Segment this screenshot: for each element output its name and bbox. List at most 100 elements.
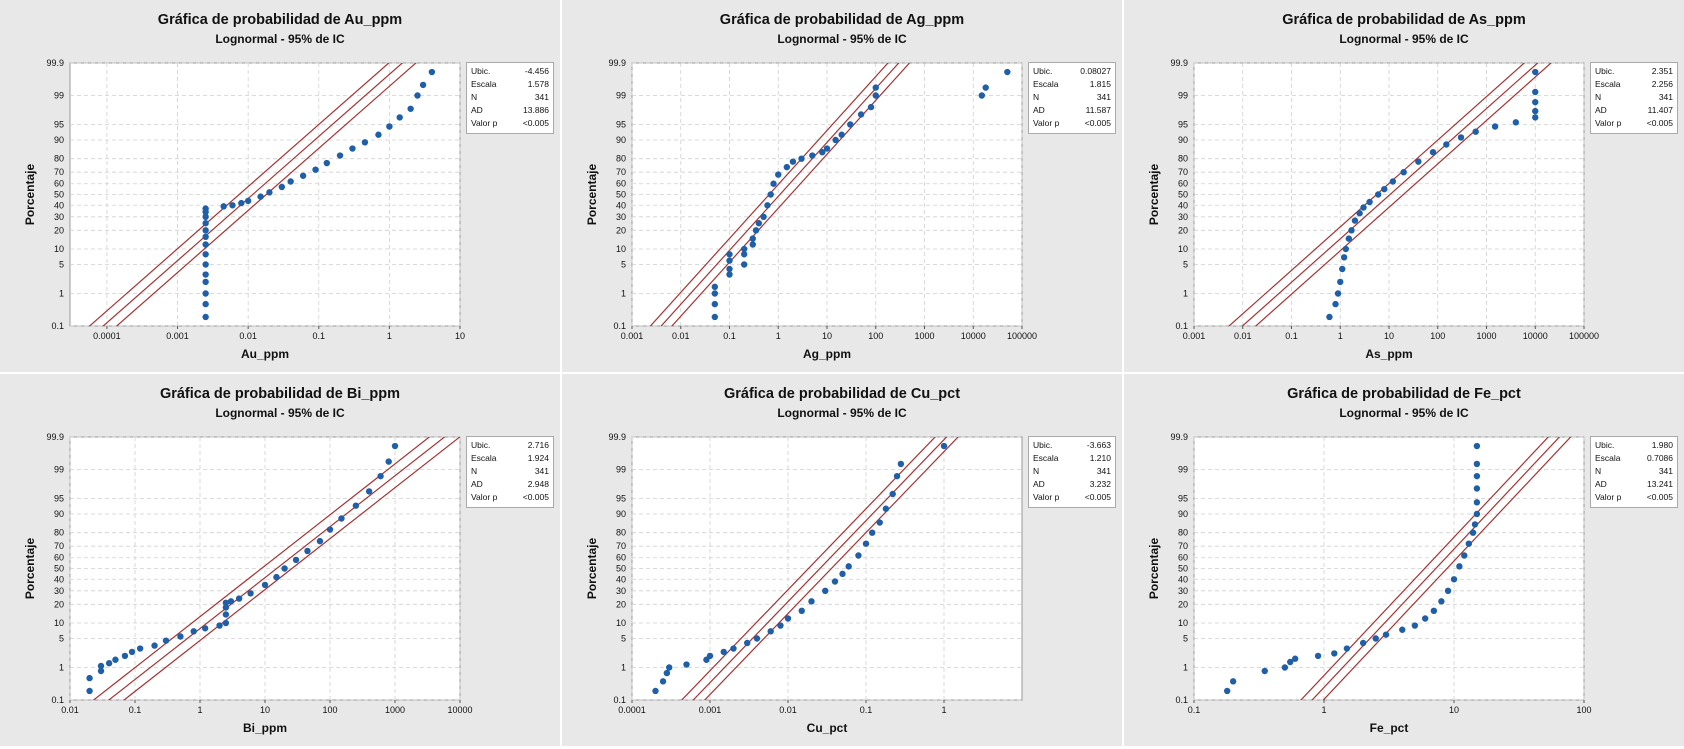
- legend-value: 341: [1658, 466, 1673, 476]
- y-tick-label: 99: [1178, 465, 1188, 475]
- x-tick-label: 0.001: [621, 331, 644, 341]
- chart-subtitle: Lognormal - 95% de IC: [777, 406, 907, 420]
- legend-value: 341: [534, 466, 549, 476]
- data-point: [1532, 88, 1539, 96]
- x-tick-label: 10: [822, 331, 832, 341]
- data-point: [1444, 587, 1452, 595]
- y-tick-label: 95: [54, 494, 64, 504]
- y-tick-label: 40: [616, 200, 626, 210]
- x-tick-label: 0.01: [672, 331, 690, 341]
- data-point: [365, 488, 373, 495]
- data-point: [730, 645, 737, 652]
- data-point: [247, 590, 254, 597]
- y-tick-label: 30: [54, 586, 64, 596]
- legend-value: 1.980: [1651, 440, 1673, 450]
- legend-row-p: Valor p <0.005: [471, 491, 549, 504]
- stats-legend: Ubic. 0.08027 Escala 1.815 N 341 AD 11.587 Valor…: [1028, 62, 1116, 134]
- y-tick-label: 60: [54, 179, 64, 189]
- data-point: [1004, 68, 1011, 76]
- y-tick-label: 1: [621, 288, 626, 298]
- x-tick-label: 10: [1384, 331, 1394, 341]
- data-point: [726, 271, 733, 278]
- y-tick-label: 95: [616, 120, 626, 130]
- legend-value: 3.232: [1089, 479, 1111, 489]
- legend-row-p: Valor p <0.005: [471, 117, 549, 130]
- data-point: [326, 526, 334, 533]
- y-tick-label: 99: [54, 91, 64, 101]
- ci-upper-line: [671, 63, 911, 326]
- data-point: [831, 578, 839, 585]
- data-point: [740, 261, 748, 268]
- legend-key: Ubic.: [1033, 440, 1053, 450]
- legend-row-p: Valor p <0.005: [1595, 117, 1673, 130]
- data-point: [1532, 114, 1539, 121]
- y-tick-label: 10: [54, 618, 64, 628]
- data-point: [1473, 442, 1481, 450]
- x-tick-label: 0.001: [1183, 331, 1206, 341]
- legend-key: Valor p: [1033, 492, 1060, 502]
- data-point: [386, 123, 393, 130]
- x-tick-label: 1: [776, 331, 781, 341]
- data-point: [323, 159, 331, 167]
- data-point: [281, 565, 288, 572]
- data-point: [876, 519, 883, 526]
- data-point: [857, 111, 865, 118]
- legend-value: 341: [1658, 92, 1673, 102]
- y-tick-label: 70: [616, 167, 626, 177]
- stats-legend: Ubic. 2.716 Escala 1.924 N 341 AD 2.948 Valor p <…: [466, 436, 554, 508]
- chart-title: Gráfica de probabilidad de Ag_ppm: [719, 12, 965, 28]
- y-tick-label: 0.1: [613, 695, 626, 705]
- y-tick-label: 50: [616, 564, 626, 574]
- y-tick-label: 99: [1178, 91, 1188, 101]
- x-tick-label: 100000: [1569, 331, 1599, 341]
- data-point: [414, 92, 421, 99]
- y-tick-label: 70: [54, 541, 64, 551]
- legend-row-scale: Escala 1.578: [471, 78, 549, 91]
- data-point: [136, 645, 144, 652]
- y-tick-label: 30: [1178, 212, 1188, 222]
- data-point: [220, 203, 227, 210]
- y-tick-label: 99.9: [608, 432, 626, 442]
- data-point: [1429, 148, 1437, 156]
- chart-subtitle: Lognormal - 95% de IC: [1339, 406, 1469, 420]
- data-point: [711, 290, 719, 297]
- y-axis-label: Porcentaje: [23, 537, 37, 599]
- data-point: [1450, 576, 1458, 583]
- data-point: [287, 178, 294, 185]
- data-point: [1389, 178, 1397, 185]
- data-point: [1430, 607, 1438, 615]
- data-point: [659, 678, 667, 685]
- data-point: [266, 189, 273, 196]
- data-point: [897, 460, 905, 468]
- chart-title: Gráfica de probabilidad de Au_ppm: [157, 12, 403, 28]
- y-tick-label: 20: [54, 599, 64, 609]
- y-tick-label: 50: [616, 190, 626, 200]
- y-tick-label: 80: [1178, 528, 1188, 538]
- y-tick-label: 5: [1183, 633, 1188, 643]
- data-point: [1332, 300, 1339, 308]
- data-point: [798, 155, 805, 162]
- y-tick-label: 80: [616, 154, 626, 164]
- legend-row-n: N 341: [1595, 465, 1673, 478]
- data-point: [202, 233, 209, 241]
- data-point: [711, 283, 719, 291]
- x-tick-label: 0.1: [129, 705, 142, 715]
- data-point: [375, 131, 382, 138]
- legend-value: 2.256: [1651, 79, 1673, 89]
- data-point: [726, 265, 733, 273]
- legend-value: 341: [1096, 92, 1111, 102]
- data-point: [407, 105, 414, 112]
- data-point: [783, 163, 791, 171]
- data-point: [752, 227, 760, 234]
- data-point: [202, 261, 209, 268]
- data-point: [706, 652, 714, 660]
- stats-legend: Ubic. -4.456 Escala 1.578 N 341 AD 13.886 Valor …: [466, 62, 554, 134]
- data-point: [1372, 635, 1379, 642]
- x-tick-label: 10: [455, 331, 465, 341]
- data-point: [1281, 664, 1289, 671]
- data-point: [1326, 313, 1333, 321]
- legend-value: <0.005: [1084, 492, 1111, 502]
- data-point: [1229, 678, 1237, 685]
- data-point: [419, 81, 427, 89]
